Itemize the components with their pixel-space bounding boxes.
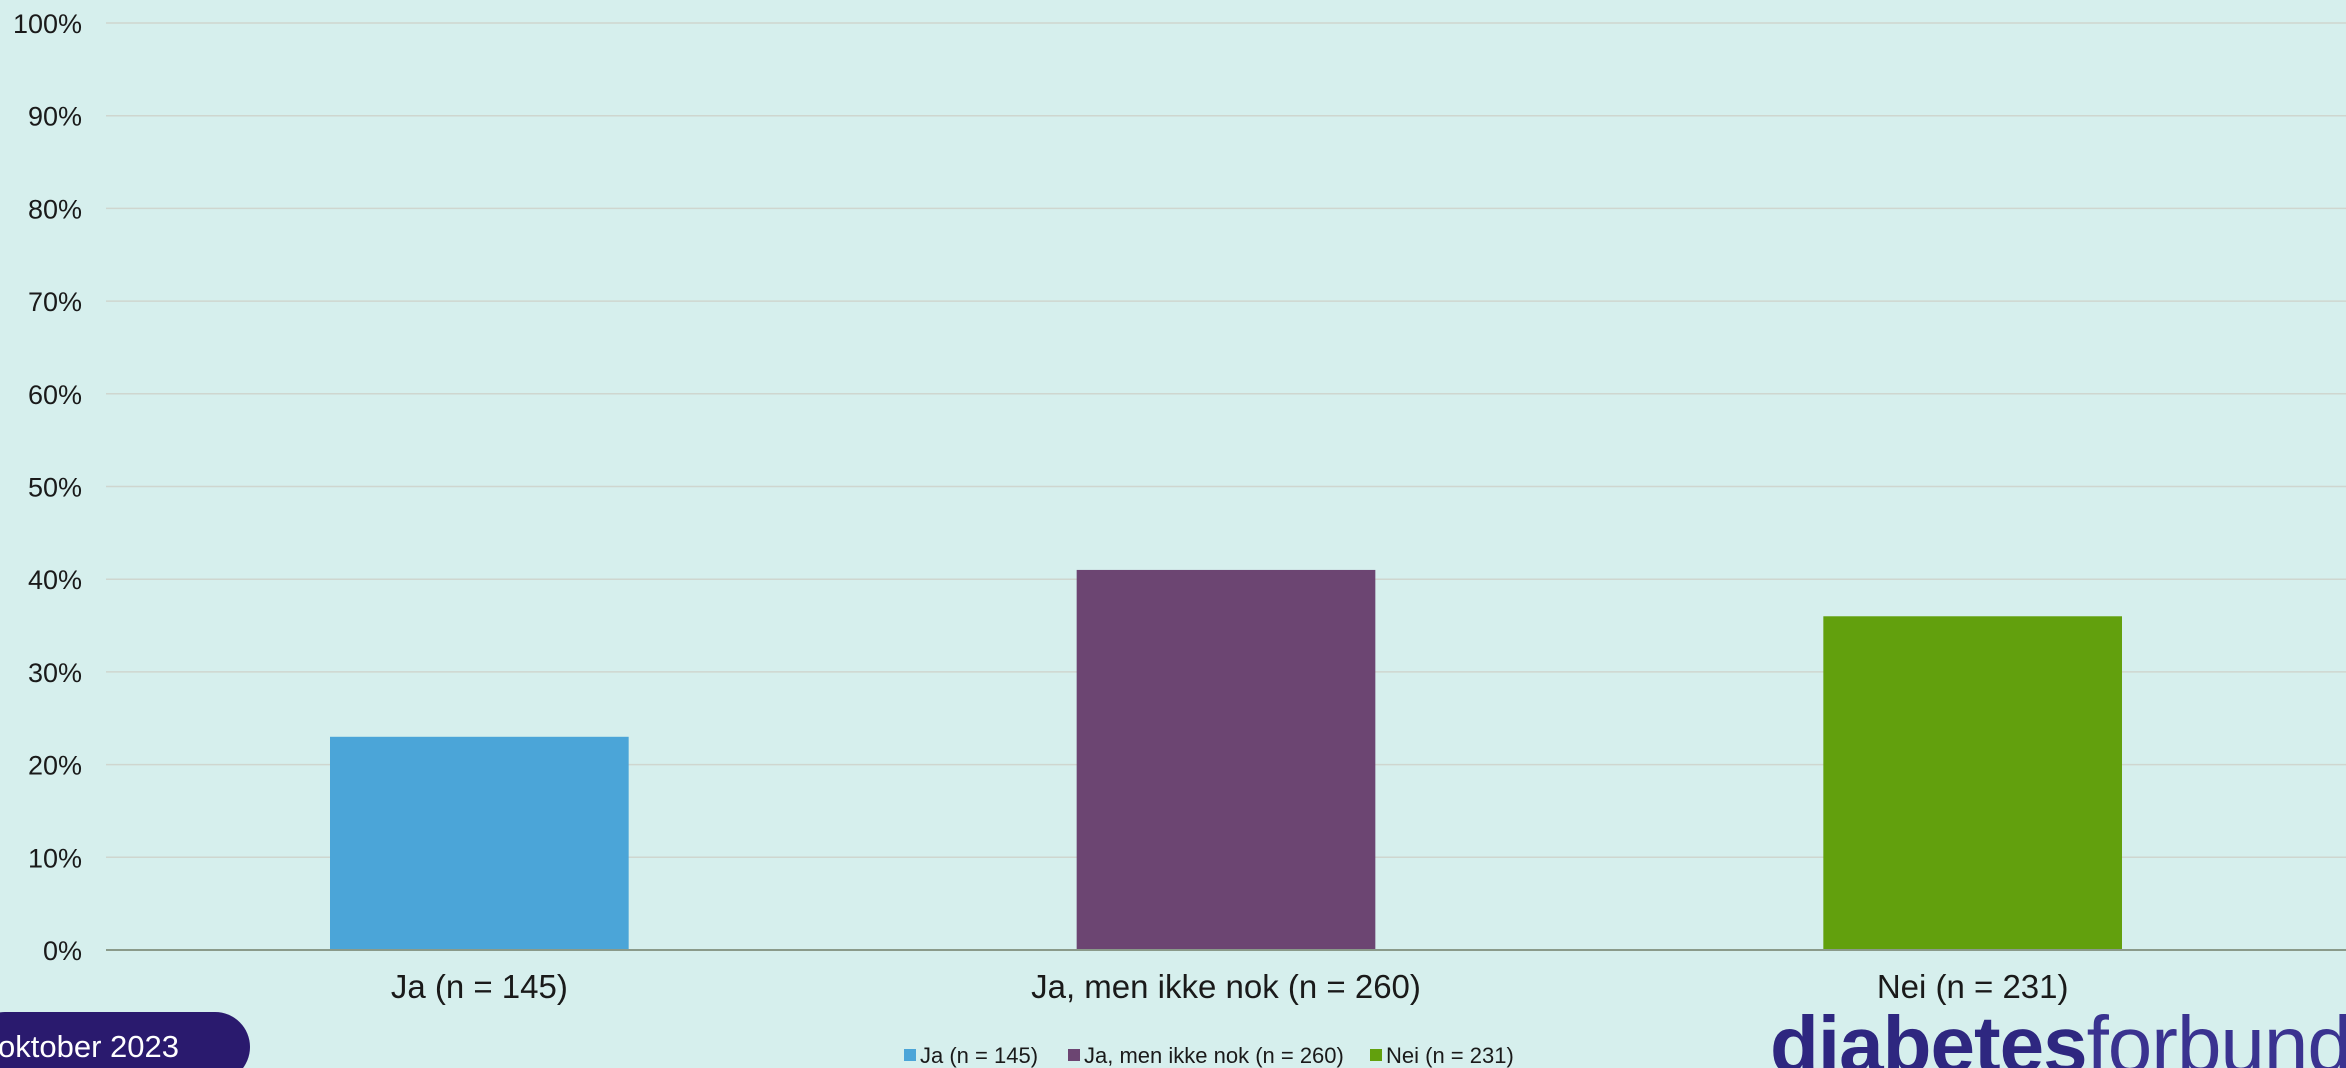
y-tick-label: 70%	[28, 287, 82, 317]
y-tick-label: 100%	[13, 9, 82, 39]
x-tick-label: Ja, men ikke nok (n = 260)	[1031, 968, 1421, 1005]
legend-label: Ja (n = 145)	[920, 1043, 1038, 1068]
x-tick-label: Ja (n = 145)	[391, 968, 568, 1005]
legend-label: Ja, men ikke nok (n = 260)	[1084, 1043, 1344, 1068]
bar-2	[1076, 569, 1376, 950]
y-axis-ticks: 0% 10% 20% 30% 40% 50% 60% 70% 80% 90% 100%	[13, 9, 82, 966]
diabetesforbundet-logo: diabetesforbundet	[1770, 1005, 2346, 1068]
y-tick-label: 30%	[28, 658, 82, 688]
bars	[330, 569, 2122, 950]
y-tick-label: 40%	[28, 565, 82, 595]
y-tick-label: 60%	[28, 380, 82, 410]
y-tick-label: 50%	[28, 473, 82, 503]
logo-text-bold: diabetes	[1770, 1000, 2088, 1068]
bar-3	[1823, 616, 2122, 950]
y-tick-label: 80%	[28, 194, 82, 224]
bar-1	[330, 736, 629, 950]
legend-swatch	[904, 1049, 916, 1061]
y-tick-label: 0%	[43, 936, 82, 966]
logo-text-light: forbundet	[2086, 1000, 2346, 1068]
date-badge: oktober 2023	[0, 1012, 250, 1068]
x-tick-label: Nei (n = 231)	[1877, 968, 2069, 1005]
x-axis-ticks: Ja (n = 145) Ja, men ikke nok (n = 260) Ne…	[391, 968, 2069, 1005]
y-tick-label: 10%	[28, 843, 82, 873]
legend-swatch	[1068, 1049, 1080, 1061]
y-tick-label: 90%	[28, 102, 82, 132]
legend-swatch	[1370, 1049, 1382, 1061]
y-tick-label: 20%	[28, 751, 82, 781]
legend-label: Nei (n = 231)	[1386, 1043, 1514, 1068]
legend: Ja (n = 145) Ja, men ikke nok (n = 260) Ne…	[904, 1043, 1514, 1068]
